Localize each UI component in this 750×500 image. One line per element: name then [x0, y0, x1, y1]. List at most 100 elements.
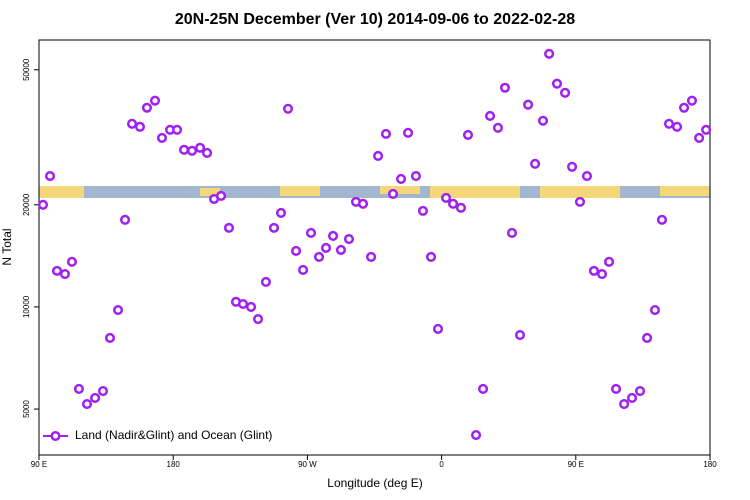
point	[44, 171, 56, 182]
y-axis-label: N Total	[0, 228, 14, 265]
point	[506, 227, 518, 238]
point	[59, 268, 70, 280]
point	[626, 392, 638, 404]
point	[37, 199, 49, 210]
x-tick-label: 0	[439, 460, 444, 469]
point	[327, 230, 339, 241]
legend-marker	[50, 430, 61, 442]
point	[478, 383, 489, 395]
point	[642, 332, 653, 344]
legend-label: Land (Nadir&Glint) and Ocean (Glint)	[75, 428, 272, 442]
point	[619, 399, 630, 410]
point	[305, 227, 317, 238]
point	[514, 330, 526, 341]
point	[282, 103, 294, 114]
point	[417, 205, 429, 216]
point	[335, 244, 347, 255]
point	[387, 188, 399, 199]
point	[126, 118, 138, 129]
point	[694, 132, 705, 143]
y-tick-label: 50000	[22, 58, 31, 81]
point	[119, 214, 131, 225]
chart-title: 20N-25N December (Ver 10) 2014-09-06 to …	[175, 11, 575, 28]
point	[90, 392, 101, 404]
point	[201, 147, 213, 158]
point	[172, 124, 183, 135]
x-tick-label: 90 W	[298, 460, 317, 469]
x-tick-label: 90 E	[31, 460, 47, 469]
x-axis-label: Longitude (deg E)	[327, 476, 422, 490]
point	[679, 102, 690, 113]
point	[455, 202, 467, 213]
point	[186, 145, 198, 156]
point	[149, 95, 161, 106]
point	[223, 222, 235, 233]
point	[544, 48, 555, 59]
point	[656, 214, 668, 225]
point	[462, 129, 474, 140]
point	[611, 383, 622, 395]
point	[448, 198, 459, 209]
x-tick-label: 90 E	[568, 460, 584, 469]
x-tick-label: 180	[167, 460, 181, 469]
point	[73, 383, 85, 395]
point	[537, 115, 549, 126]
point	[470, 430, 482, 441]
point	[216, 190, 227, 201]
y-tick-label: 20000	[22, 193, 31, 216]
point	[104, 332, 116, 344]
y-tick-label: 10000	[22, 295, 31, 318]
point	[596, 268, 608, 280]
x-tick-label: 180	[703, 460, 717, 469]
point	[291, 245, 302, 256]
point	[649, 304, 661, 316]
point	[268, 222, 280, 233]
y-tick-label: 5000	[22, 400, 31, 418]
point	[179, 144, 190, 155]
point	[581, 171, 593, 182]
point	[441, 192, 452, 203]
point	[635, 385, 646, 397]
point	[395, 173, 407, 184]
point	[574, 196, 586, 207]
point	[403, 127, 414, 138]
point	[366, 251, 377, 262]
point	[313, 251, 325, 262]
point	[51, 265, 63, 276]
point	[252, 313, 264, 325]
point	[425, 251, 437, 262]
map-strip	[39, 186, 710, 198]
point	[551, 78, 563, 89]
point	[567, 161, 578, 172]
point	[380, 128, 392, 139]
point	[410, 171, 422, 182]
point	[156, 132, 168, 143]
point	[134, 121, 145, 132]
point	[530, 158, 541, 169]
point	[432, 323, 444, 335]
point	[237, 298, 249, 310]
point	[194, 142, 206, 153]
point	[485, 110, 496, 121]
point	[523, 99, 534, 110]
point	[97, 385, 109, 397]
point	[604, 256, 615, 267]
point	[245, 301, 257, 312]
point	[671, 121, 683, 132]
point	[343, 233, 355, 245]
point	[560, 87, 571, 98]
plot-frame	[38, 39, 711, 456]
point	[357, 198, 369, 209]
point	[141, 102, 153, 113]
point	[320, 242, 332, 254]
point	[260, 276, 271, 287]
point	[112, 304, 124, 316]
point	[588, 265, 600, 276]
point	[499, 82, 511, 93]
point	[81, 399, 93, 410]
point	[686, 95, 698, 106]
point	[663, 118, 675, 129]
point	[298, 264, 309, 276]
point	[373, 150, 384, 161]
